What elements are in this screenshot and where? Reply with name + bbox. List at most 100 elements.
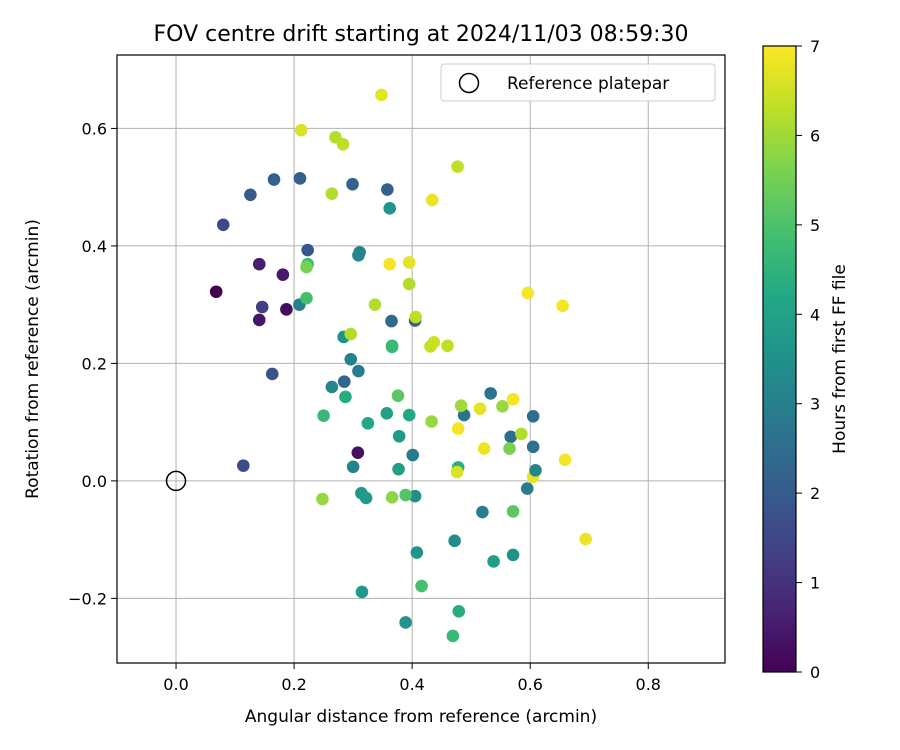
data-point [344, 327, 358, 341]
data-point [375, 88, 388, 102]
data-point [503, 442, 516, 455]
data-point [446, 629, 460, 643]
data-point [346, 177, 359, 191]
data-point [520, 482, 534, 495]
data-point [484, 387, 497, 400]
data-point [415, 579, 428, 593]
data-point [325, 187, 339, 200]
data-point [399, 488, 412, 502]
data-point [399, 616, 412, 629]
data-point [496, 399, 509, 413]
colorbar-label: Hours from first FF file [830, 264, 850, 454]
data-point [425, 415, 438, 428]
data-point [391, 389, 405, 403]
data-point [506, 505, 520, 518]
scatter-points [209, 88, 592, 643]
colorbar-tick-label: 3 [810, 395, 820, 414]
data-point [337, 375, 351, 388]
legend: Reference platepar [440, 63, 716, 102]
colorbar-ticks: 0 1 2 3 4 5 6 7 [796, 37, 820, 682]
data-point [451, 422, 465, 435]
data-point [385, 340, 399, 354]
data-point [237, 459, 250, 472]
data-point [209, 285, 223, 299]
data-point [448, 534, 461, 548]
data-point [265, 367, 279, 381]
legend-label: Reference platepar [507, 74, 669, 94]
data-point [558, 453, 572, 467]
y-tick-label: 0.6 [82, 119, 107, 138]
data-point [476, 505, 489, 519]
data-point [300, 260, 313, 274]
x-tick-label: 0.4 [399, 675, 424, 694]
legend-box [440, 63, 716, 102]
data-point [252, 257, 266, 271]
data-point [325, 380, 339, 394]
colorbar-tick-label: 4 [810, 305, 820, 324]
data-point [385, 491, 399, 504]
data-point [392, 462, 405, 476]
plot-frame [116, 54, 726, 664]
data-point [351, 446, 365, 459]
data-point [293, 172, 307, 185]
data-point [301, 243, 314, 257]
data-point [361, 417, 375, 430]
data-point [252, 313, 266, 327]
data-point [336, 137, 350, 151]
data-point [385, 314, 398, 328]
data-point [381, 183, 394, 196]
data-point [452, 605, 466, 618]
data-point [216, 218, 230, 232]
x-axis-label: Angular distance from reference (arcmin) [245, 707, 597, 727]
data-point [402, 277, 416, 291]
colorbar-tick-label: 1 [810, 574, 820, 593]
x-tick-label: 0.8 [636, 675, 661, 694]
data-point [355, 585, 369, 599]
data-point [352, 249, 365, 262]
data-point [529, 464, 542, 477]
data-point [454, 399, 468, 413]
y-tick-label: 0.0 [82, 472, 107, 491]
data-point [473, 402, 487, 415]
data-point [410, 546, 424, 559]
x-tick-label: 0.0 [163, 675, 188, 694]
data-point [359, 491, 373, 505]
colorbar-frame [762, 45, 797, 673]
legend-marker [458, 72, 480, 94]
colorbar-tick-label: 7 [810, 37, 820, 56]
data-point [556, 299, 569, 313]
data-point [276, 268, 290, 282]
y-tick-label: −0.2 [68, 589, 107, 608]
data-point [487, 555, 500, 568]
data-point [521, 286, 535, 300]
data-point [451, 160, 464, 173]
data-point [316, 492, 329, 506]
data-point [344, 352, 358, 366]
x-tick-label: 0.6 [517, 675, 542, 694]
data-point [504, 430, 518, 444]
data-point [383, 257, 397, 271]
data-point [441, 339, 454, 353]
data-point [300, 291, 313, 305]
data-point [409, 310, 422, 324]
reference-marker [165, 470, 187, 492]
data-point [477, 442, 491, 455]
x-axis-ticks: 0.0 0.2 0.4 0.6 0.8 [163, 663, 661, 694]
x-tick-label: 0.2 [281, 675, 306, 694]
colorbar: 0 1 2 3 4 5 6 7 Hours from first FF file [762, 37, 850, 682]
data-point [450, 465, 464, 479]
data-point [317, 409, 330, 422]
y-tick-label: 0.4 [82, 237, 107, 256]
colorbar-gradient [763, 46, 796, 672]
data-point [294, 123, 308, 137]
chart-title: FOV centre drift starting at 2024/11/03 … [154, 22, 689, 47]
data-point [383, 202, 397, 215]
data-point [424, 340, 437, 353]
data-point [402, 256, 416, 269]
data-point [368, 298, 382, 311]
data-point [425, 193, 439, 207]
data-point [579, 532, 592, 546]
data-point [392, 429, 406, 443]
data-point [506, 392, 520, 406]
